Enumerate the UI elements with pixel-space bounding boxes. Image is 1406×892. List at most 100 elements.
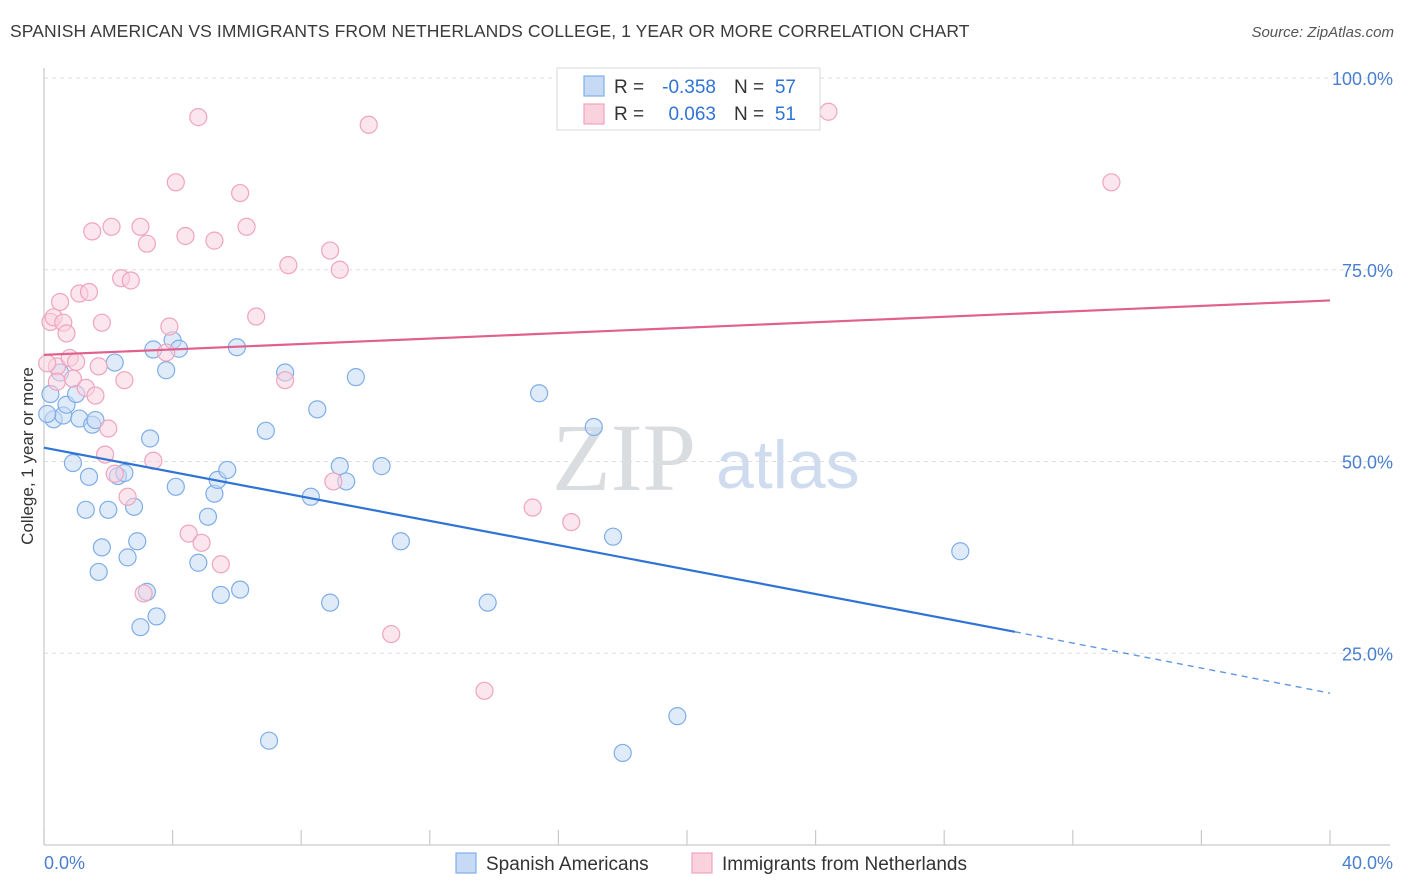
point-series0-9 xyxy=(79,467,99,486)
x-axis-ticks xyxy=(43,830,1331,845)
point-series0-48 xyxy=(391,532,410,551)
point-series1-48 xyxy=(475,681,494,700)
point-series1-50 xyxy=(562,512,581,532)
point-series1-34 xyxy=(189,108,208,127)
point-series1-23 xyxy=(118,487,137,506)
point-series1-12 xyxy=(79,282,99,302)
series-points-0 xyxy=(38,331,970,763)
point-series1-27 xyxy=(137,234,156,253)
stats-n-value-pink: 51 xyxy=(775,104,796,125)
legend-swatch-immigrants-netherlands xyxy=(691,852,713,874)
point-series1-13 xyxy=(83,222,102,241)
point-series0-30 xyxy=(189,553,208,572)
point-series0-49 xyxy=(478,593,497,612)
point-series1-19 xyxy=(102,217,121,236)
watermark-zip-text: ZIP xyxy=(552,404,696,511)
point-series1-3 xyxy=(47,372,66,391)
point-series0-11 xyxy=(86,410,105,430)
stats-n-label-pink: N = xyxy=(734,104,764,125)
point-series1-46 xyxy=(359,115,378,134)
source-label: Source: ZipAtlas.com xyxy=(1251,24,1394,41)
point-series0-43 xyxy=(321,593,340,612)
point-series1-43 xyxy=(321,241,340,260)
point-series0-26 xyxy=(157,361,176,380)
point-series0-23 xyxy=(140,429,160,448)
point-series0-55 xyxy=(951,542,970,561)
trend-line-extension-series-0 xyxy=(1014,631,1331,694)
point-series0-20 xyxy=(128,532,147,551)
stats-n-value-blue: 57 xyxy=(775,77,796,98)
series-legend: Spanish Americans Immigrants from Nether… xyxy=(455,852,967,875)
point-series1-35 xyxy=(192,533,211,552)
watermark-atlas-text: atlas xyxy=(716,427,860,503)
point-series0-42 xyxy=(308,400,327,419)
legend-swatch-spanish-americans xyxy=(455,852,477,874)
scatter-points xyxy=(38,102,1121,763)
point-series1-45 xyxy=(330,260,349,279)
series-points-1 xyxy=(38,102,1121,700)
point-series0-54 xyxy=(668,707,687,726)
point-series1-9 xyxy=(67,352,86,371)
point-series1-16 xyxy=(92,313,111,332)
point-series1-47 xyxy=(382,624,401,644)
legend-label-immigrants-netherlands: Immigrants from Netherlands xyxy=(722,854,967,875)
stats-r-label-blue: R = xyxy=(614,77,644,98)
point-series1-25 xyxy=(131,217,150,236)
point-series1-24 xyxy=(121,271,140,290)
point-series0-14 xyxy=(99,500,118,519)
gridlines xyxy=(44,77,1393,654)
y-tick-label-100: 100.0% xyxy=(1332,69,1393,89)
point-series1-53 xyxy=(38,354,57,373)
stats-legend: R = -0.358 N = 57 R = 0.063 N = 51 xyxy=(556,67,821,131)
point-series1-6 xyxy=(57,324,76,343)
point-series1-51 xyxy=(819,102,838,121)
stats-n-label-blue: N = xyxy=(734,77,764,98)
point-series1-38 xyxy=(231,183,250,203)
point-series0-31 xyxy=(198,507,218,526)
trend-lines xyxy=(43,299,1331,694)
point-series1-31 xyxy=(166,173,185,192)
point-series1-33 xyxy=(179,524,198,543)
trend-line-series-1 xyxy=(43,299,1331,356)
point-series1-4 xyxy=(50,292,70,312)
point-series1-20 xyxy=(105,464,124,483)
point-series1-41 xyxy=(276,371,295,390)
point-series1-49 xyxy=(523,498,542,517)
y-tick-label-50: 50.0% xyxy=(1342,453,1393,473)
chart-title: SPANISH AMERICAN VS IMMIGRANTS FROM NETH… xyxy=(10,21,970,41)
y-tick-label-75: 75.0% xyxy=(1342,261,1393,281)
stats-r-label-pink: R = xyxy=(614,104,644,125)
point-series1-15 xyxy=(89,357,108,376)
point-series0-12 xyxy=(89,562,108,582)
point-series1-18 xyxy=(99,419,118,438)
stats-legend-swatch-pink xyxy=(583,103,605,125)
point-series0-52 xyxy=(603,527,623,546)
point-series0-44 xyxy=(330,457,349,476)
point-series0-47 xyxy=(372,457,391,476)
point-series0-46 xyxy=(346,368,365,387)
watermark: ZIP atlas xyxy=(552,404,860,511)
point-series0-8 xyxy=(76,500,95,519)
point-series0-38 xyxy=(256,421,275,440)
y-axis-title: College, 1 year or more xyxy=(18,367,37,545)
stats-legend-swatch-blue xyxy=(583,75,605,97)
point-series1-42 xyxy=(279,256,298,275)
point-series1-40 xyxy=(247,307,266,326)
point-series0-37 xyxy=(231,580,250,599)
legend-label-spanish-americans: Spanish Americans xyxy=(486,854,649,875)
point-series0-39 xyxy=(259,731,279,750)
trend-line-series-0 xyxy=(43,446,1016,633)
point-series1-44 xyxy=(324,472,343,491)
point-series1-39 xyxy=(237,217,256,236)
point-series1-36 xyxy=(205,231,224,250)
point-series0-13 xyxy=(92,538,111,557)
point-series0-51 xyxy=(584,417,603,437)
x-tick-label-min: 0.0% xyxy=(44,853,85,873)
point-series0-21 xyxy=(131,618,150,637)
point-series0-35 xyxy=(218,460,237,480)
stats-r-value-blue: -0.358 xyxy=(662,77,716,98)
point-series0-25 xyxy=(147,607,166,626)
point-series0-56 xyxy=(38,404,57,424)
point-series0-5 xyxy=(63,453,83,473)
